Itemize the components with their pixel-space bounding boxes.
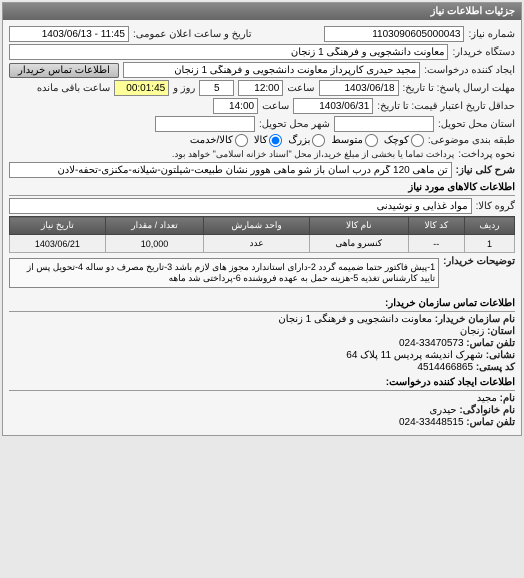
table-row[interactable]: 1 -- کنسرو ماهی عدد 10,000 1403/06/21: [10, 235, 515, 253]
remain-time-input[interactable]: [114, 80, 169, 96]
col-index: ردیف: [465, 217, 515, 235]
request-no-label: شماره نیاز:: [468, 29, 515, 40]
form-area: شماره نیاز: تاریخ و ساعت اعلان عمومی: دس…: [3, 20, 521, 435]
classify-service[interactable]: کالا/خدمت: [190, 134, 248, 147]
phone2-value: 33448515-024: [399, 417, 464, 428]
cell-unit: عدد: [204, 235, 310, 253]
deadline-label: مهلت ارسال پاسخ: تا تاریخ:: [403, 83, 515, 94]
cell-code: --: [408, 235, 464, 253]
cell-name: کنسرو ماهی: [309, 235, 408, 253]
deadline-date-input[interactable]: [319, 80, 399, 96]
payment-note: پرداخت تماما یا بخشی از مبلغ خرید،از محل…: [172, 149, 454, 160]
notes-label: توضیحات خریدار:: [443, 256, 515, 267]
validity-date-input[interactable]: [293, 98, 373, 114]
phone-value: 33470573-024: [399, 338, 464, 349]
col-unit: واحد شمارش: [204, 217, 310, 235]
payment-label: نحوه پرداخت:: [458, 149, 515, 160]
time-label-1: ساعت: [287, 83, 314, 94]
announce-label: تاریخ و ساعت اعلان عمومی:: [133, 29, 252, 40]
validity-time-input[interactable]: [213, 98, 258, 114]
fname-label: نام:: [500, 393, 515, 404]
notes-box: 1-پیش فاکتور حتما ضمیمه گردد 2-دارای است…: [9, 258, 439, 288]
request-no-input[interactable]: [324, 26, 464, 42]
col-name: نام کالا: [309, 217, 408, 235]
fname-value: مجید: [477, 393, 497, 404]
goods-group-label: گروه کالا:: [476, 201, 515, 212]
state-label: استان:: [487, 326, 515, 337]
org-label: نام سازمان خریدار:: [435, 314, 515, 325]
panel-title: جزئیات اطلاعات نیاز: [3, 3, 521, 20]
classify-large[interactable]: بزرگ: [288, 134, 325, 147]
buyer-name-label: دستگاه خریدار:: [452, 47, 515, 58]
buyer-contact-button[interactable]: اطلاعات تماس خریدار: [9, 63, 119, 78]
details-panel: جزئیات اطلاعات نیاز شماره نیاز: تاریخ و …: [2, 2, 522, 436]
state-value: زنجان: [460, 326, 484, 337]
delivery-state-label: استان محل تحویل:: [438, 119, 515, 130]
classify-medium[interactable]: متوسط: [331, 134, 377, 147]
subject-input[interactable]: [9, 162, 452, 178]
table-header-row: ردیف کد کالا نام کالا واحد شمارش تعداد /…: [10, 217, 515, 235]
org-value: معاونت دانشجویی و فرهنگی 1 زنجان: [278, 314, 432, 325]
postcode-label: کد پستی:: [476, 362, 515, 373]
address-value: شهرک اندیشه پردیس 11 پلاک 64: [346, 350, 483, 361]
goods-table: ردیف کد کالا نام کالا واحد شمارش تعداد /…: [9, 216, 515, 253]
contact-section: اطلاعات تماس سازمان خریدار: نام سازمان خ…: [9, 292, 515, 431]
contact-section2-title: اطلاعات ایجاد کننده درخواست:: [9, 377, 515, 391]
remain-label: ساعت باقی مانده: [37, 83, 110, 94]
classify-all[interactable]: کالا: [254, 134, 283, 147]
creator-label: ایجاد کننده درخواست:: [424, 65, 515, 76]
address-label: نشانی:: [486, 350, 515, 361]
goods-section-title: اطلاعات کالاهای مورد نیاز: [9, 182, 515, 196]
col-qty: تعداد / مقدار: [105, 217, 203, 235]
time-label-2: ساعت: [262, 101, 289, 112]
subject-label: شرح کلی نیاز:: [456, 165, 515, 176]
day-label: روز و: [173, 83, 195, 94]
lname-label: نام خانوادگی:: [459, 405, 515, 416]
phone-label: تلفن تماس:: [466, 338, 515, 349]
phone2-label: تلفن تماس:: [466, 417, 515, 428]
goods-group-input[interactable]: [9, 198, 472, 214]
col-code: کد کالا: [408, 217, 464, 235]
cell-qty: 10,000: [105, 235, 203, 253]
classify-small[interactable]: کوچک: [384, 134, 424, 147]
announce-input[interactable]: [9, 26, 129, 42]
delivery-city-label: شهر محل تحویل:: [259, 119, 330, 130]
col-date: تاریخ نیاز: [10, 217, 106, 235]
classify-radio-group: کوچک متوسط بزرگ کالا کالا/خدمت: [190, 134, 424, 147]
postcode-value: 4514466865: [417, 362, 473, 373]
delivery-state-input[interactable]: [334, 116, 434, 132]
creator-input[interactable]: [123, 62, 420, 78]
contact-section1-title: اطلاعات تماس سازمان خریدار:: [9, 298, 515, 312]
deadline-time-input[interactable]: [238, 80, 283, 96]
days-left-input[interactable]: [199, 80, 234, 96]
lname-value: حیدری: [429, 405, 456, 416]
classify-label: طبقه بندی موضوعی:: [428, 135, 515, 146]
cell-date: 1403/06/21: [10, 235, 106, 253]
cell-index: 1: [465, 235, 515, 253]
buyer-name-input[interactable]: [9, 44, 448, 60]
validity-label: حداقل تاریخ اعتبار قیمت: تا تاریخ:: [377, 101, 515, 112]
delivery-city-input[interactable]: [155, 116, 255, 132]
